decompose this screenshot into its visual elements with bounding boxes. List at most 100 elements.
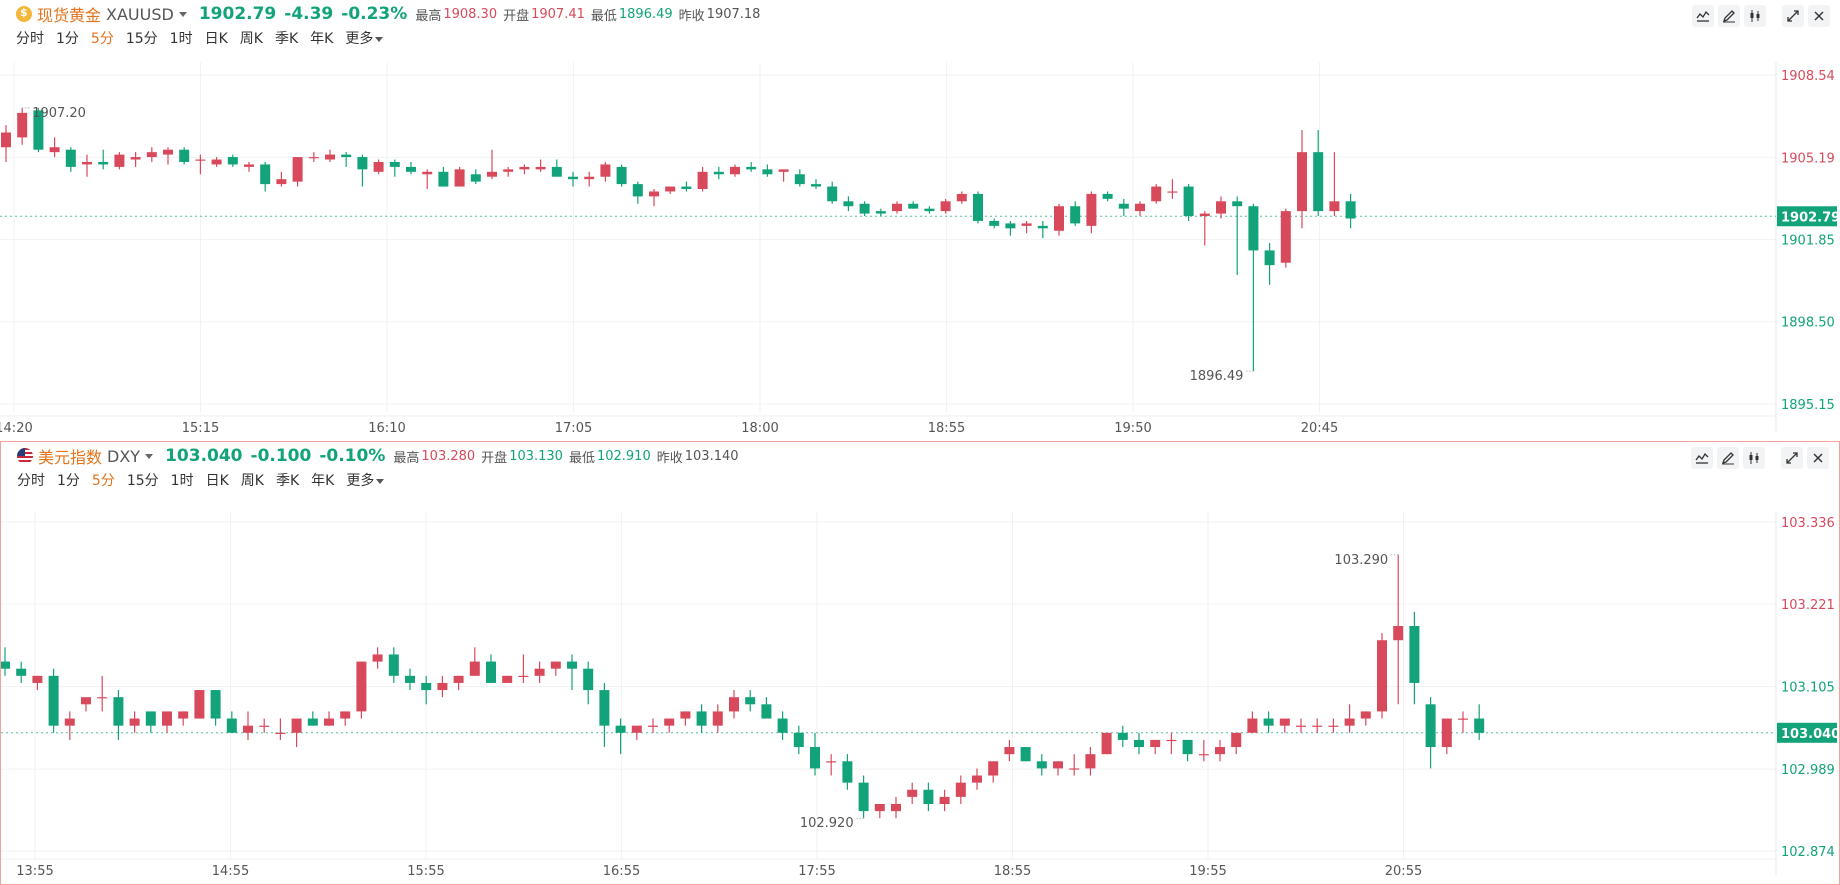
chevron-down-icon bbox=[375, 36, 384, 42]
candle-body bbox=[1182, 739, 1193, 755]
tab-period-week[interactable]: 周K bbox=[239, 31, 263, 47]
candle-body bbox=[81, 697, 91, 705]
candle-style-button[interactable] bbox=[1744, 5, 1766, 27]
candle-body bbox=[373, 161, 384, 172]
candle-body bbox=[1329, 201, 1340, 212]
tab-period-timeshare[interactable]: 分时 bbox=[16, 31, 44, 47]
gold-candlestick-chart[interactable]: 1908.54 1905.19 1901.85 1898.50 1895.15 14:20… bbox=[0, 0, 1840, 441]
us-flag-icon bbox=[17, 448, 33, 464]
candle-body bbox=[178, 711, 189, 719]
candle-body bbox=[600, 164, 611, 177]
close-button[interactable] bbox=[1807, 447, 1829, 469]
candle-body bbox=[746, 166, 757, 170]
tab-period-timeshare[interactable]: 分时 bbox=[17, 473, 45, 489]
candle-body bbox=[1216, 201, 1226, 214]
candle-body bbox=[129, 718, 140, 726]
x-tick-label: 20:55 bbox=[1385, 864, 1422, 879]
candle-body bbox=[32, 675, 43, 683]
x-tick-label: 16:55 bbox=[603, 864, 640, 879]
draw-icon bbox=[1721, 452, 1734, 465]
candle-style-icon bbox=[1750, 10, 1760, 22]
draw-button[interactable] bbox=[1717, 447, 1739, 469]
candle-body bbox=[649, 191, 659, 197]
close-icon bbox=[1813, 453, 1823, 463]
gold-open-label: 开盘 bbox=[503, 8, 530, 24]
tab-period-year[interactable]: 年K bbox=[310, 31, 334, 47]
gold-quote-header: 现货黄金 XAUUSD 1902.79 -4.39 -0.23% 最高 1908… bbox=[16, 4, 766, 25]
gold-change: -4.39 bbox=[284, 4, 334, 24]
dxy-symbol-code[interactable]: DXY bbox=[107, 446, 141, 466]
gold-change-pct: -0.23% bbox=[341, 4, 408, 24]
candle-style-button[interactable] bbox=[1743, 447, 1765, 469]
gold-toolbar bbox=[1688, 5, 1830, 27]
tab-period-more[interactable]: 更多 bbox=[346, 470, 385, 490]
candle-body bbox=[778, 169, 789, 172]
chevron-down-icon bbox=[376, 478, 385, 484]
expand-button[interactable] bbox=[1782, 5, 1804, 27]
close-button[interactable] bbox=[1808, 5, 1830, 27]
draw-button[interactable] bbox=[1718, 5, 1740, 27]
candle-body bbox=[632, 184, 643, 197]
tab-period-5m[interactable]: 5分 bbox=[91, 473, 115, 489]
tab-period-week[interactable]: 周K bbox=[240, 473, 264, 489]
dxy-candlestick-chart[interactable]: 103.336 103.221 103.105 102.989 102.874 13:55… bbox=[1, 442, 1839, 884]
draw-icon bbox=[1722, 10, 1735, 23]
chevron-down-icon[interactable] bbox=[145, 453, 154, 459]
candle-body bbox=[551, 166, 562, 177]
candle-body bbox=[907, 789, 918, 797]
tab-period-year[interactable]: 年K bbox=[311, 473, 335, 489]
candle-body bbox=[97, 697, 108, 699]
tab-period-quarter[interactable]: 季K bbox=[275, 473, 300, 489]
tab-period-quarter[interactable]: 季K bbox=[274, 31, 299, 47]
candle-body bbox=[1102, 193, 1113, 199]
candle-body bbox=[730, 166, 740, 175]
tab-period-1h[interactable]: 1时 bbox=[170, 473, 194, 489]
candle-body bbox=[1393, 625, 1404, 641]
candle-body bbox=[1199, 213, 1210, 217]
chevron-down-icon[interactable] bbox=[178, 11, 187, 17]
tab-period-1m[interactable]: 1分 bbox=[56, 31, 79, 47]
tab-period-1m[interactable]: 1分 bbox=[57, 473, 80, 489]
dxy-symbol-name[interactable]: 美元指数 bbox=[38, 448, 103, 467]
candle-body bbox=[843, 201, 854, 207]
candle-body bbox=[275, 732, 286, 734]
dxy-high-value: 103.280 bbox=[421, 448, 476, 464]
candle-body bbox=[437, 682, 448, 691]
tab-period-1h[interactable]: 1时 bbox=[169, 31, 193, 47]
indicator-button[interactable] bbox=[1692, 5, 1714, 27]
candle-body bbox=[1344, 718, 1355, 726]
y-tick-label: 103.221 bbox=[1781, 598, 1835, 613]
expand-button[interactable] bbox=[1781, 447, 1803, 469]
candle-body bbox=[827, 186, 838, 202]
gold-symbol-name[interactable]: 现货黄金 bbox=[37, 6, 102, 25]
candle-body bbox=[98, 161, 109, 165]
candle-body bbox=[924, 208, 935, 212]
candle-body bbox=[665, 186, 676, 192]
tab-period-day[interactable]: 日K bbox=[204, 31, 228, 47]
tab-period-5m[interactable]: 5分 bbox=[90, 31, 114, 47]
dxy-change: -0.100 bbox=[250, 446, 312, 466]
candle-body bbox=[1313, 152, 1324, 212]
candle-body bbox=[1150, 739, 1161, 748]
candle-body bbox=[146, 152, 157, 158]
tab-period-day[interactable]: 日K bbox=[205, 473, 229, 489]
candle-body bbox=[794, 174, 805, 185]
last-price-label: 103.040 bbox=[1781, 727, 1839, 742]
candle-body bbox=[1151, 186, 1162, 202]
x-tick-label: 20:45 bbox=[1301, 421, 1338, 436]
tab-period-15m[interactable]: 15分 bbox=[125, 31, 158, 47]
candle-body bbox=[211, 159, 222, 165]
candle-body bbox=[145, 711, 156, 726]
indicator-button[interactable] bbox=[1691, 447, 1713, 469]
candle-body bbox=[16, 668, 27, 676]
dxy-period-tabs: 分时 1分 5分 15分 1时 日K 周K 季K 年K 更多 bbox=[17, 470, 396, 490]
candle-body bbox=[163, 149, 173, 155]
candle-body bbox=[1054, 206, 1064, 231]
candle-body bbox=[194, 690, 205, 719]
candle-body bbox=[874, 804, 885, 812]
candle-body bbox=[356, 661, 367, 712]
tab-period-more[interactable]: 更多 bbox=[345, 28, 384, 48]
candle-body bbox=[388, 654, 399, 676]
tab-period-15m[interactable]: 15分 bbox=[126, 473, 159, 489]
gold-symbol-code[interactable]: XAUUSD bbox=[106, 4, 174, 24]
